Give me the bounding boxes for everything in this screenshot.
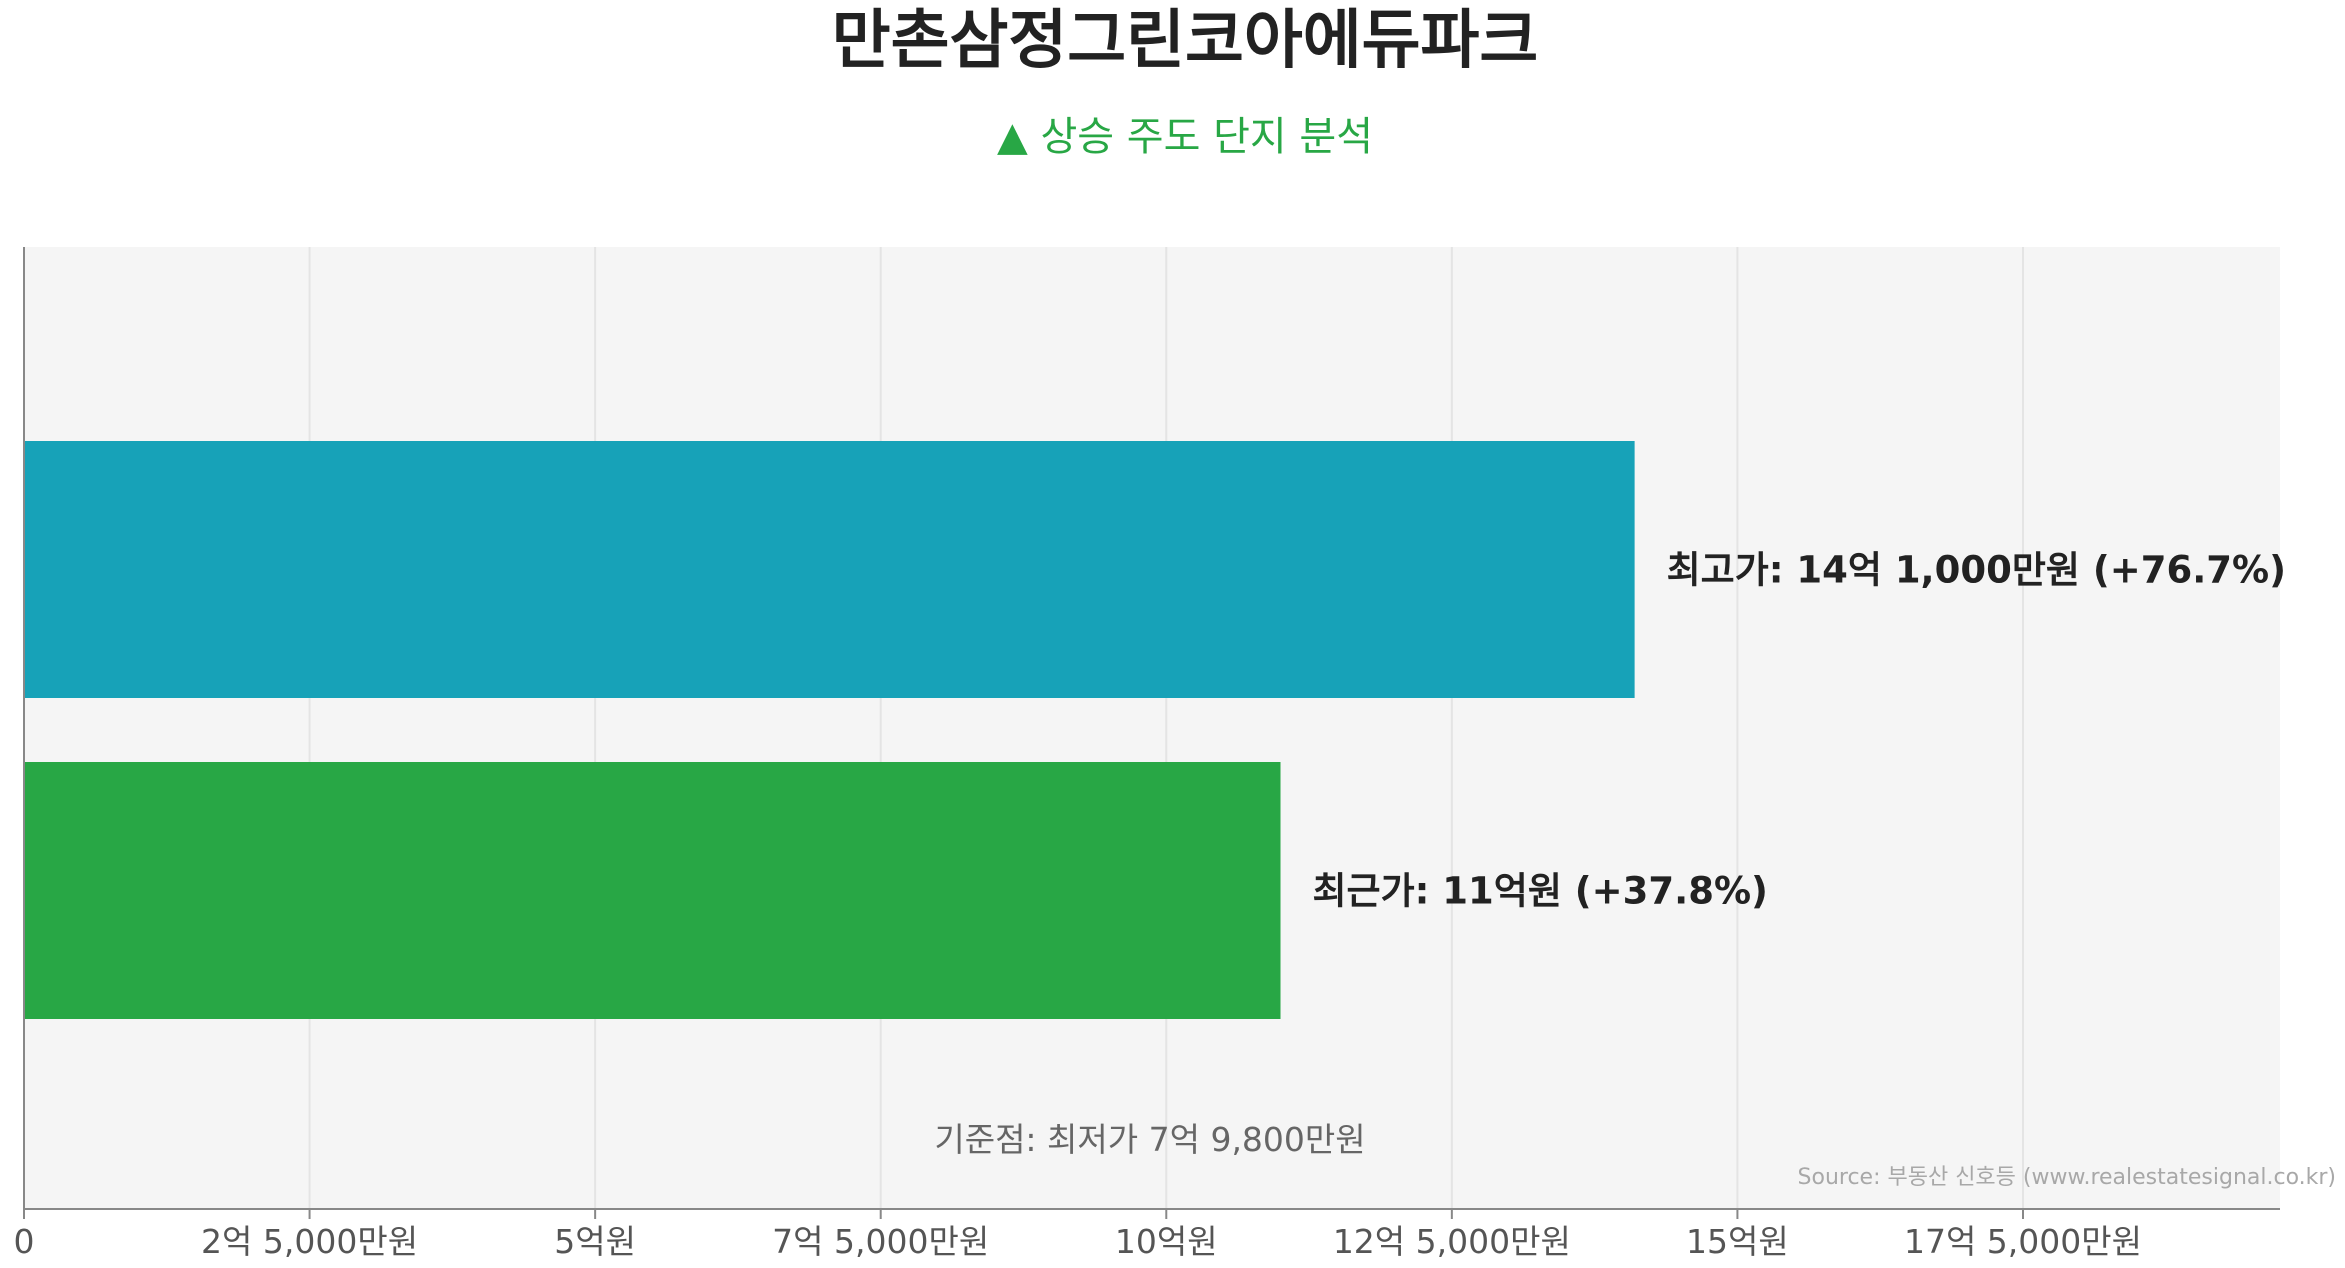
bar-label-최근가: 최근가: 11억원 (+37.8%) — [1313, 870, 1768, 913]
plot-area — [24, 247, 2280, 1209]
x-tick-label: 15억원 — [1686, 1222, 1789, 1261]
baseline-note: 기준점: 최저가 7억 9,800만원 — [934, 1120, 1365, 1159]
bar-최고가 — [24, 441, 1635, 698]
x-tick-label: 12억 5,000만원 — [1333, 1222, 1571, 1261]
chart-title: 만촌삼정그린코아에듀파크 — [832, 4, 1539, 78]
bar-최근가 — [24, 762, 1281, 1019]
bars — [24, 441, 1635, 1019]
x-tick-label: 10억원 — [1115, 1222, 1218, 1261]
x-tick-label: 5억원 — [554, 1222, 636, 1261]
x-tick-label: 7억 5,000만원 — [772, 1222, 989, 1261]
x-tick-label: 2억 5,000만원 — [201, 1222, 418, 1261]
bar-label-최고가: 최고가: 14억 1,000만원 (+76.7%) — [1667, 549, 2286, 592]
axes — [23, 247, 2280, 1210]
bar-labels: 최고가: 14억 1,000만원 (+76.7%) 최근가: 11억원 (+37.… — [1313, 549, 2286, 913]
x-tick-label: 17억 5,000만원 — [1904, 1222, 2142, 1261]
source-note: Source: 부동산 신호등 (www.realestatesignal.co… — [1798, 1165, 2336, 1190]
x-tick-label: 0 — [14, 1222, 35, 1261]
x-tick-labels: 0 2억 5,000만원 5억원 7억 5,000만원 10억원 12억 5,000만원 1… — [14, 1209, 2142, 1261]
chart-subtitle: ▲ 상승 주도 단지 분석 — [997, 114, 1373, 160]
grid-lines — [308, 247, 2024, 1209]
